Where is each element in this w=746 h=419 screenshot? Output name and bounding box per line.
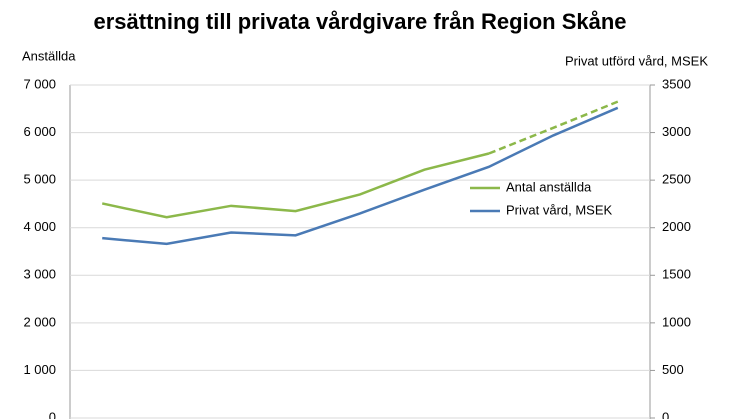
y2-tick-label: 1000	[662, 314, 691, 329]
y2-tick-label: 2000	[662, 219, 691, 234]
line	[102, 106, 619, 246]
legend-label: Privat vård, MSEK	[506, 202, 613, 217]
y2-axis-label: Privat utförd vård, MSEK	[565, 53, 708, 68]
y2-tick-label: 3000	[662, 124, 691, 139]
line	[101, 152, 490, 219]
y-tick-label: 5 000	[23, 172, 56, 187]
y-tick-label: 7 000	[23, 76, 56, 91]
legend-label: Antal anställda	[506, 179, 592, 194]
y-tick-label: 6 000	[23, 124, 56, 139]
y-tick-label: 1 000	[23, 362, 56, 377]
y2-tick-label: 1500	[662, 267, 691, 282]
line-dashed	[488, 100, 619, 155]
y2-tick-label: 2500	[662, 172, 691, 187]
y-axis-label: Anställda	[22, 48, 76, 63]
y-tick-label: 3 000	[23, 267, 56, 282]
y-tick-label: 0	[49, 409, 56, 419]
y2-tick-label: 0	[662, 409, 669, 419]
y-tick-label: 4 000	[23, 219, 56, 234]
chart-title: ersättning till privata vårdgivare från …	[93, 9, 626, 34]
y2-tick-label: 3500	[662, 76, 691, 91]
y-tick-label: 2 000	[23, 314, 56, 329]
y2-tick-label: 500	[662, 362, 684, 377]
